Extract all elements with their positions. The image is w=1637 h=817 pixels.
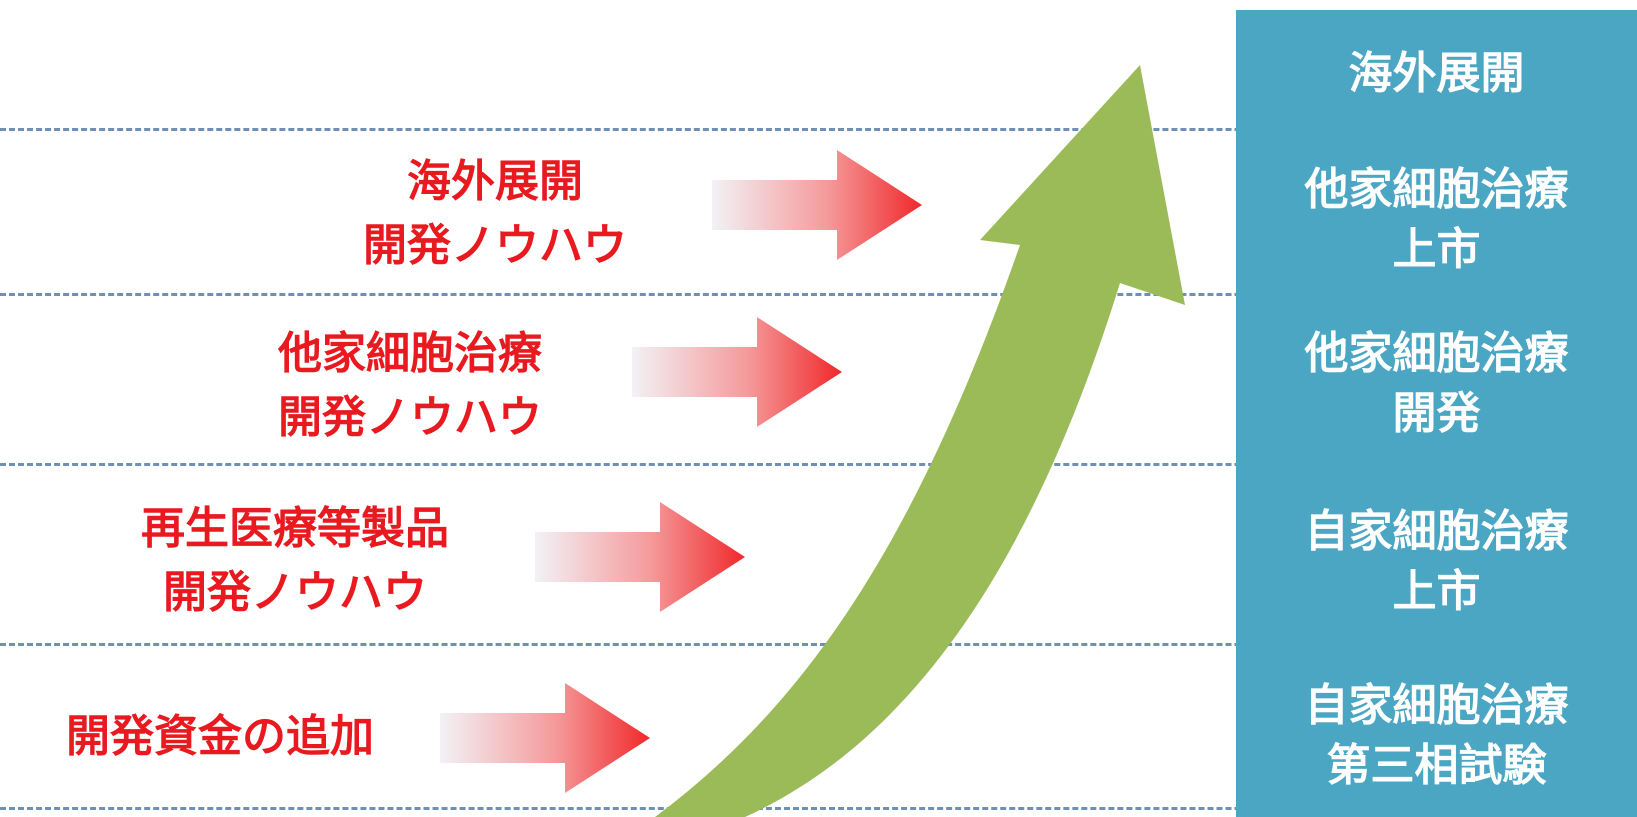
input-label-funding: 開発資金の追加 xyxy=(66,711,374,762)
separator-line xyxy=(0,128,1637,131)
separator-line xyxy=(0,643,1637,646)
red-arrow-icon xyxy=(440,683,650,793)
stage-label-allogeneic-dev: 他家細胞治療 開発 xyxy=(1304,328,1569,439)
stage-label-overseas: 海外展開 xyxy=(1348,48,1525,99)
input-label-regen-knowhow: 再生医療等製品 開発ノウハウ xyxy=(141,503,449,618)
input-label-allogeneic-knowhow: 他家細胞治療 開発ノウハウ xyxy=(278,328,542,443)
stage-label-allogeneic-launch: 他家細胞治療 上市 xyxy=(1304,164,1569,275)
stage-label-autologous-launch: 自家細胞治療 上市 xyxy=(1304,506,1569,617)
separator-line xyxy=(0,463,1637,466)
red-arrow-icon xyxy=(535,502,745,612)
red-arrow-icon xyxy=(712,150,922,260)
separator-line xyxy=(0,293,1637,296)
stage-panel xyxy=(1236,10,1637,817)
stage-label-autologous-p3: 自家細胞治療 第三相試験 xyxy=(1304,680,1569,791)
separator-line xyxy=(0,807,1637,810)
input-label-overseas-knowhow: 海外展開 開発ノウハウ xyxy=(363,156,627,271)
red-arrow-icon xyxy=(632,317,842,427)
